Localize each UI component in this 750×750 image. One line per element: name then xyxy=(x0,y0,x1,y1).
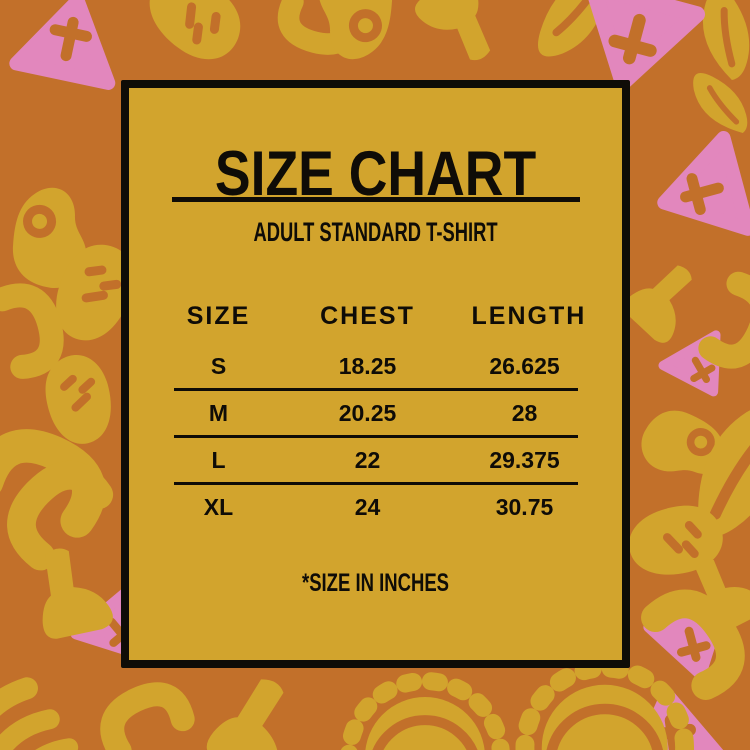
size-cell: M xyxy=(208,399,229,426)
chest-cell: 22 xyxy=(354,446,381,473)
size-cell: XL xyxy=(203,493,234,520)
chest-cell: 18.25 xyxy=(338,352,397,379)
length-cell: 30.75 xyxy=(495,493,554,520)
page-title: SIZE CHART xyxy=(214,139,537,209)
table-row-s: S 18.25 26.625 xyxy=(173,344,578,391)
length-cell: 28 xyxy=(511,399,538,426)
length-cell: 29.375 xyxy=(489,446,560,473)
column-header-length: LENGTH xyxy=(471,302,587,330)
table-row-xl: XL 24 30.75 xyxy=(174,485,578,529)
column-header-chest: CHEST xyxy=(320,302,415,330)
table-row-m: M 20.25 28 xyxy=(173,391,578,438)
chest-cell: 24 xyxy=(354,493,381,520)
title-underline xyxy=(171,197,580,202)
size-units-note: *SIZE IN INCHES xyxy=(301,569,450,597)
table-row-l: L 22 29.375 xyxy=(173,438,578,485)
size-cell: S xyxy=(210,352,227,379)
size-cell: L xyxy=(211,446,226,473)
table-header-row: SIZE CHEST LENGTH xyxy=(174,298,587,334)
length-cell: 26.625 xyxy=(489,352,560,379)
page-subtitle: ADULT STANDARD T-SHIRT xyxy=(253,217,498,247)
title-block: SIZE CHART xyxy=(129,139,622,209)
size-chart-panel: SIZE CHART ADULT STANDARD T-SHIRT SIZE C… xyxy=(121,80,630,668)
size-table: SIZE CHEST LENGTH S 18.25 26.625 M 20.25… xyxy=(173,298,587,529)
chest-cell: 20.25 xyxy=(338,399,397,426)
column-header-size: SIZE xyxy=(186,302,251,330)
